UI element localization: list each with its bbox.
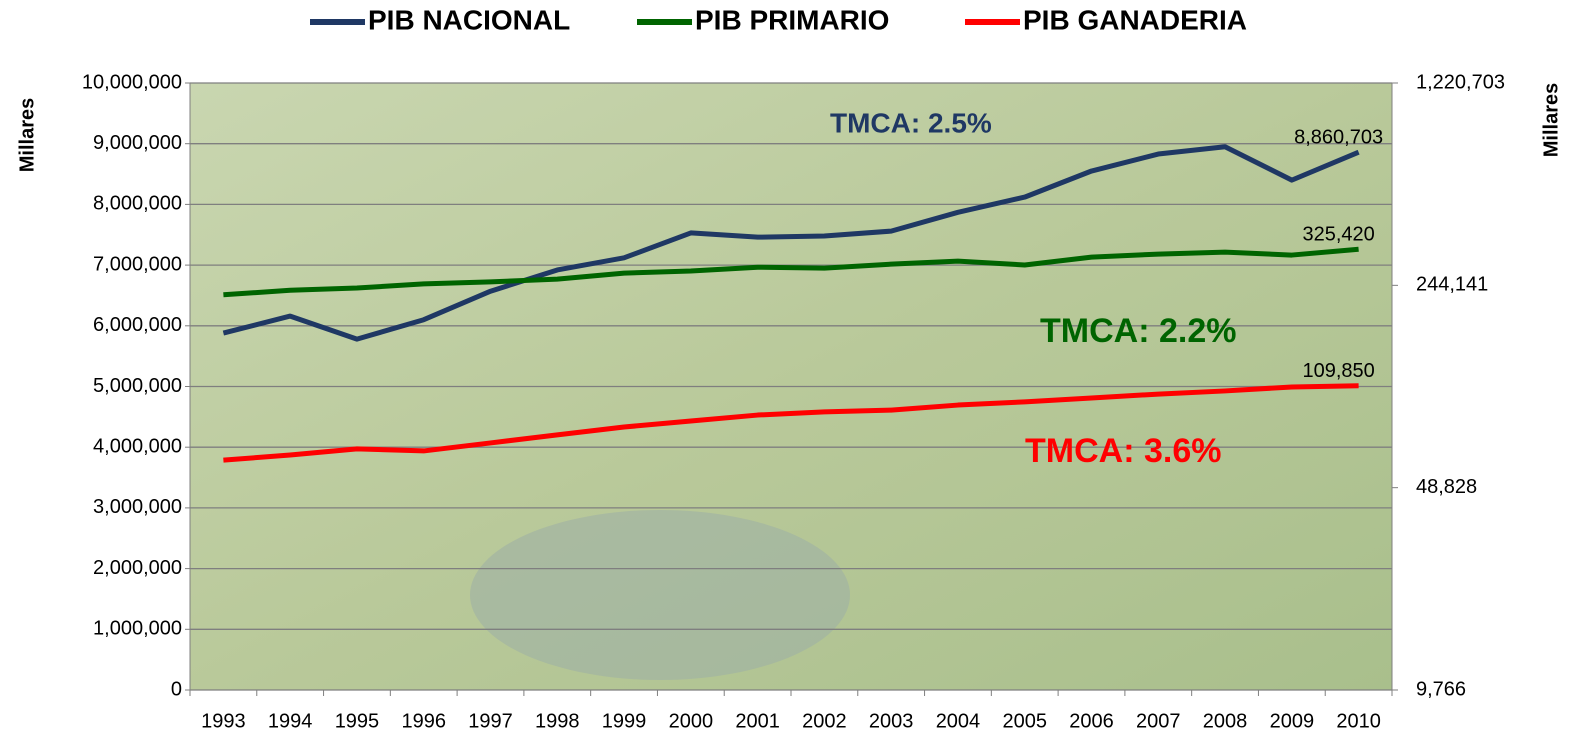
x-tick-label: 1999 (602, 710, 647, 732)
y-tick-label: 4,000,000 (93, 435, 182, 457)
annotation: TMCA: 2.5% (830, 107, 992, 138)
legend-label: PIB GANADERIA (1023, 4, 1247, 35)
y-tick-label: 0 (171, 678, 182, 700)
annotation: TMCA: 2.2% (1040, 312, 1236, 350)
y-tick-label: 9,000,000 (93, 132, 182, 154)
x-tick-label: 2003 (869, 710, 914, 732)
x-tick-label: 2006 (1069, 710, 1114, 732)
x-tick-label: 1996 (401, 710, 446, 732)
x-tick-label: 2004 (936, 710, 981, 732)
y-tick-label: 7,000,000 (93, 253, 182, 275)
x-tick-label: 2010 (1336, 710, 1381, 732)
data-label: 325,420 (1302, 223, 1374, 245)
y-tick-label: 1,000,000 (93, 618, 182, 640)
y2-tick-label: 244,141 (1416, 274, 1488, 296)
x-tick-label: 1993 (201, 710, 246, 732)
photo-area (470, 510, 850, 680)
y-tick-label: 8,000,000 (93, 193, 182, 215)
x-tick-label: 2005 (1002, 710, 1047, 732)
y2-axis-label: Millares (1540, 83, 1562, 157)
series-line (222, 144, 1360, 342)
series-line (223, 383, 1359, 463)
x-tick-label: 2001 (735, 710, 780, 732)
y-tick-label: 10,000,000 (82, 71, 182, 93)
y-tick-label: 3,000,000 (93, 496, 182, 518)
y-tick-label: 2,000,000 (93, 557, 182, 579)
y2-tick-label: 48,828 (1416, 476, 1477, 498)
x-tick-label: 1994 (268, 710, 313, 732)
y-tick-label: 5,000,000 (93, 375, 182, 397)
annotation: TMCA: 3.6% (1025, 432, 1221, 470)
y-axis-label: Millares (16, 98, 38, 172)
x-tick-label: 1995 (335, 710, 380, 732)
x-tick-label: 2008 (1203, 710, 1248, 732)
x-tick-label: 2007 (1136, 710, 1181, 732)
legend-label: PIB NACIONAL (368, 4, 570, 35)
x-tick-label: 1997 (468, 710, 513, 732)
x-tick-label: 1998 (535, 710, 580, 732)
x-tick-label: 2002 (802, 710, 847, 732)
legend-label: PIB PRIMARIO (695, 4, 889, 35)
x-tick-label: 2000 (669, 710, 714, 732)
y-tick-label: 6,000,000 (93, 314, 182, 336)
x-tick-label: 2009 (1270, 710, 1315, 732)
data-label: 109,850 (1302, 360, 1374, 382)
series-line (223, 246, 1359, 298)
y2-tick-label: 9,766 (1416, 678, 1466, 700)
data-label: 8,860,703 (1294, 126, 1383, 148)
y2-tick-label: 1,220,703 (1416, 71, 1505, 93)
